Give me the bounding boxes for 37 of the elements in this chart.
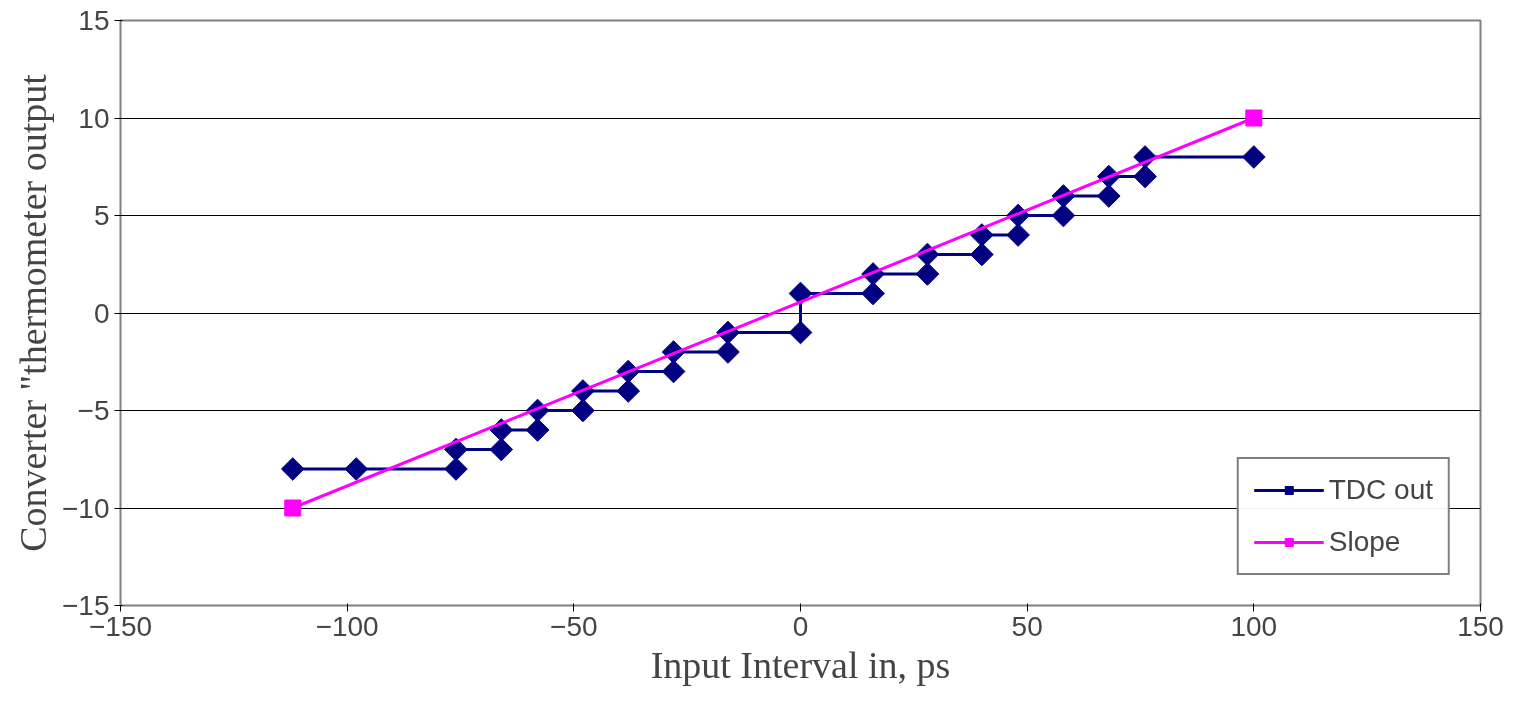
point — [1096, 184, 1121, 208]
x-tick-label: 0 — [792, 610, 809, 642]
y-tick-label: 5 — [93, 200, 110, 231]
point — [661, 359, 686, 384]
x-tick-label: 150 — [1457, 610, 1504, 642]
point — [1051, 203, 1076, 228]
x-axis-title: Input Interval in, ps — [650, 643, 951, 686]
point — [1133, 164, 1157, 189]
point — [616, 379, 641, 403]
y-tick-label: 10 — [78, 102, 110, 134]
point — [1242, 145, 1266, 169]
x-tick-label: 100 — [1230, 610, 1278, 642]
point — [1245, 109, 1263, 127]
point — [284, 499, 302, 517]
x-tick-label: 50 — [1011, 610, 1043, 642]
point — [1006, 223, 1030, 247]
point — [970, 242, 994, 267]
point — [788, 281, 813, 306]
point — [525, 418, 550, 442]
y-tick-label: −10 — [62, 492, 110, 524]
point — [280, 457, 305, 481]
point — [788, 320, 813, 345]
y-tick-label: 15 — [78, 5, 110, 36]
point — [489, 437, 514, 462]
point — [915, 262, 940, 286]
point — [716, 340, 740, 364]
x-tick-label: −50 — [550, 610, 598, 642]
point — [571, 398, 595, 423]
point — [344, 457, 369, 481]
x-tick-label: −100 — [315, 610, 379, 642]
legend-label: Slope — [1328, 526, 1401, 558]
point — [444, 457, 468, 481]
y-tick-label: 0 — [93, 297, 110, 329]
point — [861, 281, 885, 306]
y-axis-title: Converter "thermometer output — [12, 73, 54, 552]
legend-label: TDC out — [1328, 474, 1433, 506]
y-tick-label: −5 — [77, 395, 110, 426]
